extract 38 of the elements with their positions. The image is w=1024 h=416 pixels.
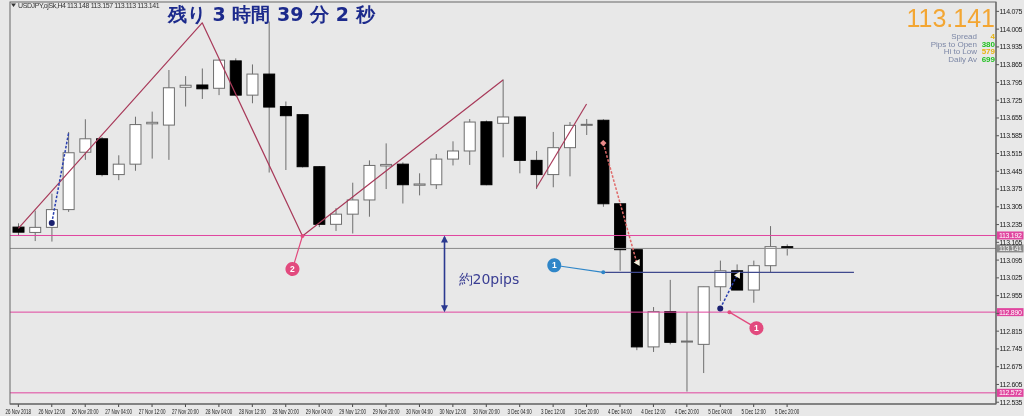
annotation: Pips to Open: [930, 39, 977, 49]
candlestick: [330, 207, 343, 232]
candlestick: [396, 161, 409, 205]
annotation: 579: [981, 47, 995, 57]
point: [48, 220, 55, 227]
annotation: 113.141: [906, 4, 995, 33]
candlestick: [179, 75, 192, 108]
point: [633, 258, 640, 266]
annotation: 4: [990, 32, 995, 42]
candlestick: [447, 140, 460, 166]
annotation: Spread: [951, 32, 977, 42]
point: [717, 305, 724, 312]
annotation: 2: [290, 263, 296, 274]
candlestick: [530, 150, 543, 190]
annotation: 380: [981, 39, 995, 49]
candlestick: [380, 142, 393, 190]
candlestick: [112, 154, 125, 181]
candlestick: [196, 67, 209, 100]
point: [600, 139, 607, 147]
point: [733, 271, 740, 279]
candlestick: [413, 172, 426, 196]
candlestick: [497, 78, 510, 158]
annotation: Daily Av: [948, 54, 977, 65]
candlestick: [279, 100, 292, 171]
candlestick: [346, 182, 359, 234]
chart-title: 残り 3 時間 39 分 2 秒: [168, 3, 375, 25]
annotation: 1: [754, 323, 760, 334]
annotation: Hi to Low: [943, 47, 977, 57]
candlestick: [714, 260, 727, 302]
candlestick: [79, 118, 92, 161]
candlestick: [563, 121, 576, 177]
annotation: 699: [981, 54, 995, 65]
candlestick: [764, 225, 777, 273]
annotation: 1: [551, 260, 557, 271]
candlestick: [246, 63, 259, 104]
candlestick: [29, 210, 42, 242]
candlestick: [680, 311, 693, 393]
annotation: 約20pips: [458, 270, 520, 288]
